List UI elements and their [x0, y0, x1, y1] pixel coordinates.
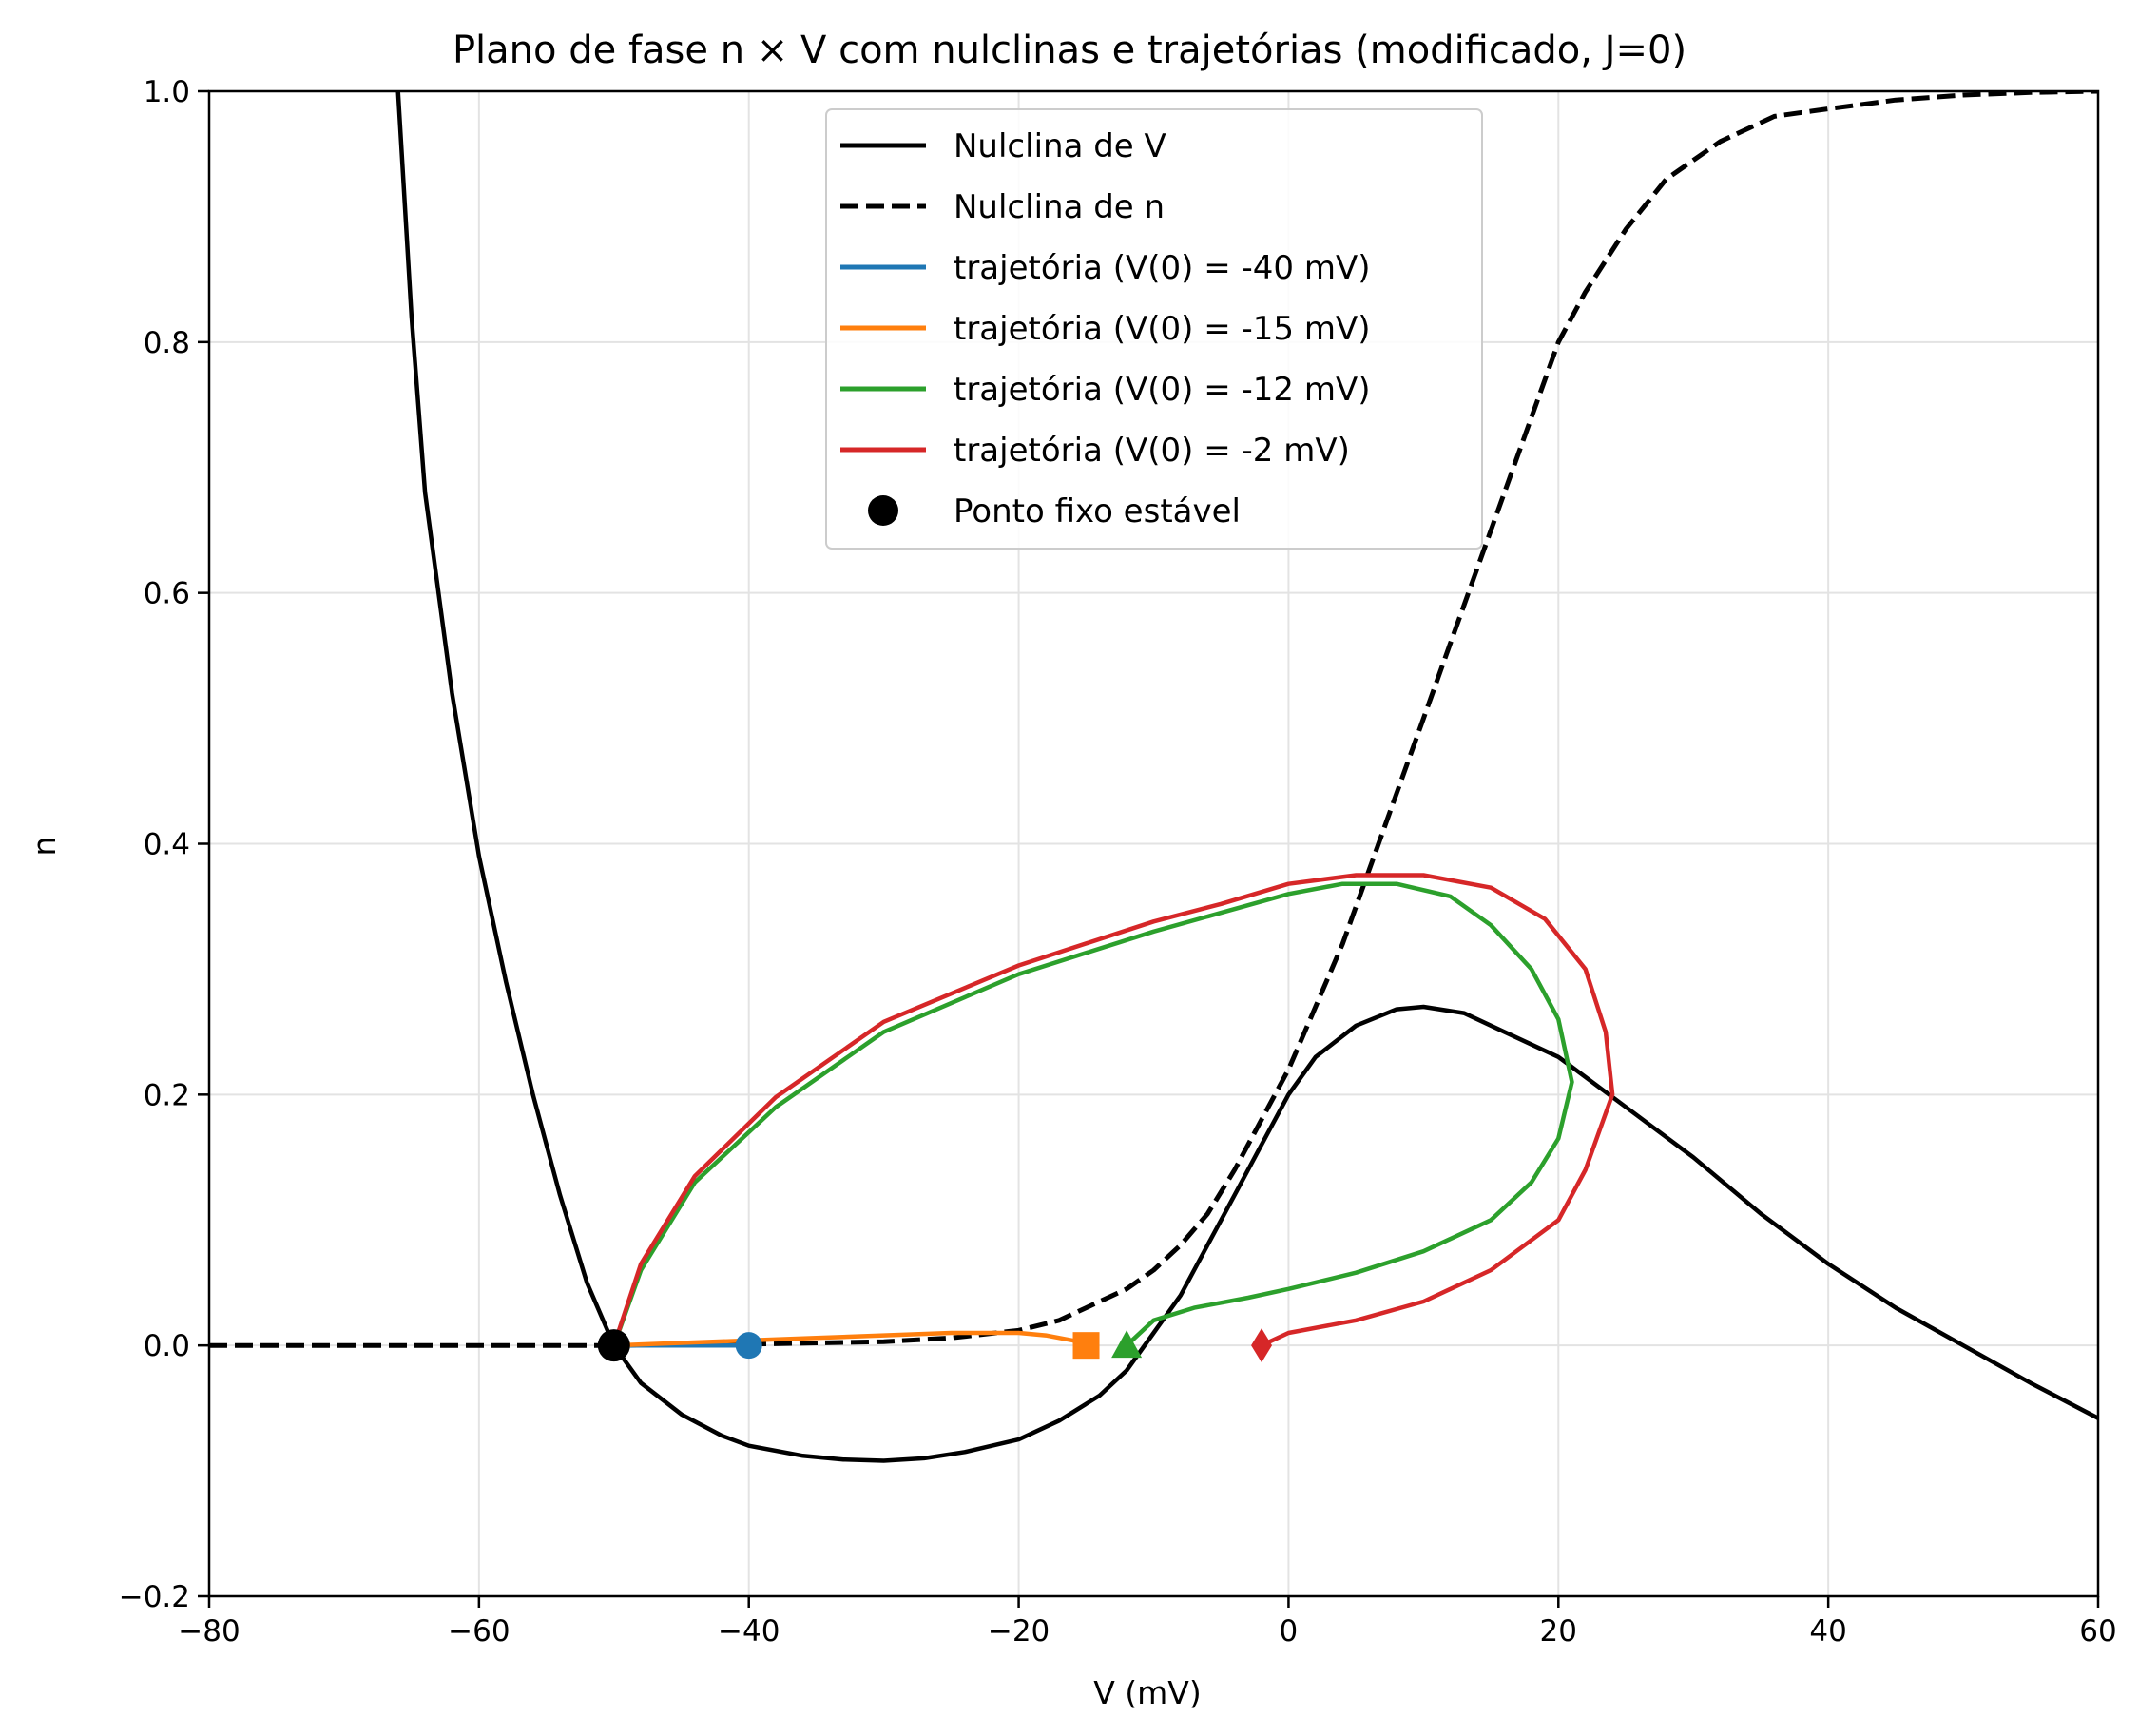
legend-label: Nulclina de n [954, 188, 1165, 226]
legend-label: Ponto fixo estável [954, 492, 1241, 530]
series-line-trajet-ria-v-0-15-mv [613, 1330, 1088, 1348]
legend: Nulclina de V Nulclina de n trajetória (V(… [825, 108, 1483, 550]
plot-area [209, 91, 2098, 1463]
y-tick-label: 0.0 [144, 1329, 190, 1363]
legend-label: trajetória (V(0) = -12 mV) [954, 371, 1370, 409]
series-line-nulclina-de-v [395, 91, 2098, 1463]
start-marker-trajet-ria-v-0-15-mv [1072, 1332, 1100, 1360]
legend-label: Nulclina de V [954, 127, 1166, 165]
axes: −80 −60 −40 −20 0 20 40 60 −0.2 0.0 0.2 0.4 0.6 0.8 1.… [119, 75, 2117, 1649]
x-tick-label: 0 [1280, 1614, 1299, 1649]
x-tick-label: 20 [1540, 1614, 1577, 1649]
x-tick-label: −20 [988, 1614, 1050, 1649]
legend-label: trajetória (V(0) = -2 mV) [954, 432, 1350, 470]
x-tick-label: 60 [2079, 1614, 2116, 1649]
y-tick-label: 0.8 [144, 326, 190, 360]
y-tick-label: 0.4 [144, 828, 190, 862]
legend-label: trajetória (V(0) = -15 mV) [954, 310, 1370, 348]
series-group [209, 91, 2098, 1463]
series-line-trajet-ria-v-0-12-mv [611, 881, 1574, 1347]
legend-box [825, 108, 1483, 550]
legend-label: trajetória (V(0) = -40 mV) [954, 249, 1370, 287]
series-line-trajet-ria-v-0-2-mv [611, 873, 1615, 1348]
start-marker-trajet-ria-v-0-12-mv [1111, 1330, 1143, 1359]
chart-title: Plano de fase n × V com nulclinas e traj… [453, 29, 1686, 72]
x-tick-label: 40 [1809, 1614, 1846, 1649]
series-line-nulclina-de-n [209, 91, 2098, 1348]
fixed-point-marker [597, 1329, 630, 1362]
x-tick-label: −80 [178, 1614, 240, 1649]
start-marker-trajet-ria-v-0-2-mv [1251, 1328, 1273, 1363]
y-tick-label: 1.0 [144, 75, 190, 109]
x-tick-label: −60 [448, 1614, 510, 1649]
y-axis-label: n [26, 837, 63, 857]
y-tick-label: −0.2 [119, 1580, 190, 1614]
y-tick-label: 0.2 [144, 1078, 190, 1112]
start-marker-trajet-ria-v-0-40-mv [735, 1332, 762, 1360]
y-tick-label: 0.6 [144, 577, 190, 611]
x-tick-label: −40 [718, 1614, 780, 1649]
legend-swatch-fixed-point [868, 495, 898, 526]
x-axis-label: V (mV) [1093, 1674, 1202, 1711]
